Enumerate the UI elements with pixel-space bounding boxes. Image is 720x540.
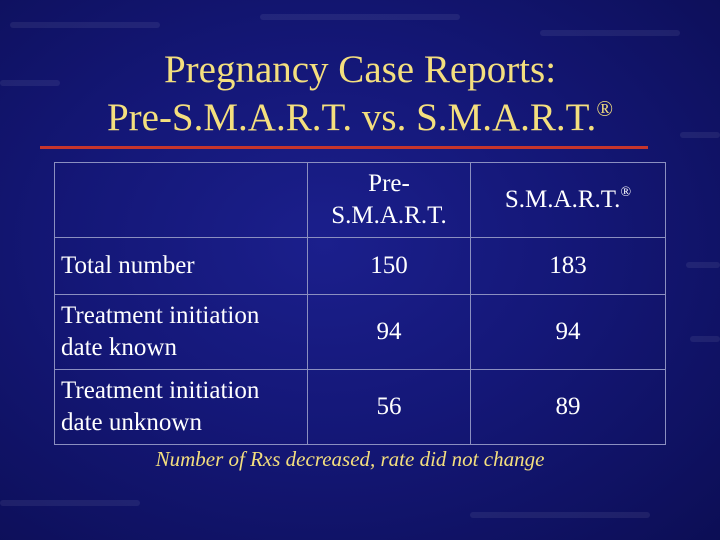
row-label: Treatment initiation date unknown [54,369,308,445]
column-header-pre-smart: Pre- S.M.A.R.T. [307,162,471,238]
pre-smart-value: 94 [307,294,471,370]
row-label-line-1: Treatment initiation [61,377,260,404]
title-line-2-text: Pre-S.M.A.R.T. vs. S.M.A.R.T. [106,96,597,139]
background-streak [680,132,720,138]
row-label-line-2: date known [61,334,177,361]
smart-value: 183 [470,237,666,295]
smart-value: 94 [470,294,666,370]
row-label: Treatment initiation date known [54,294,308,370]
row-label-line-1: Treatment initiation [61,302,260,329]
case-report-table: Pre- S.M.A.R.T. S.M.A.R.T.® Total number… [54,162,666,445]
slide-caption: Number of Rxs decreased, rate did not ch… [155,447,545,471]
registered-mark: ® [596,96,614,121]
background-streak [540,30,680,36]
background-streak [690,336,720,342]
background-streak [260,14,460,20]
column-header-line-1: Pre- [368,170,410,197]
title-line-2: Pre-S.M.A.R.T. vs. S.M.A.R.T.® [0,94,720,142]
title-line-1: Pregnancy Case Reports: [163,48,557,91]
row-label: Total number [54,237,308,295]
background-streak [10,22,160,28]
pre-smart-value: 150 [307,237,471,295]
table-row: Treatment initiation date known 94 94 [54,294,666,370]
background-streak [686,262,720,268]
table-header-row: Pre- S.M.A.R.T. S.M.A.R.T.® [54,162,666,238]
pre-smart-value: 56 [307,369,471,445]
background-streak [0,500,140,506]
column-header-smart: S.M.A.R.T.® [470,162,666,238]
smart-value: 89 [470,369,666,445]
empty-corner-cell [54,162,308,238]
background-streak [470,512,650,518]
slide-title: Pregnancy Case Reports: Pre-S.M.A.R.T. v… [0,46,720,142]
table-row: Treatment initiation date unknown 56 89 [54,369,666,445]
registered-mark: ® [620,185,632,200]
row-label-line-1: Total number [61,252,195,279]
column-header-text: S.M.A.R.T. [504,186,621,213]
table-row: Total number 150 183 [54,237,666,295]
column-header-line-2: S.M.A.R.T. [331,202,447,229]
background-streak [0,80,60,86]
title-underline [40,146,648,149]
row-label-line-2: date unknown [61,409,202,436]
